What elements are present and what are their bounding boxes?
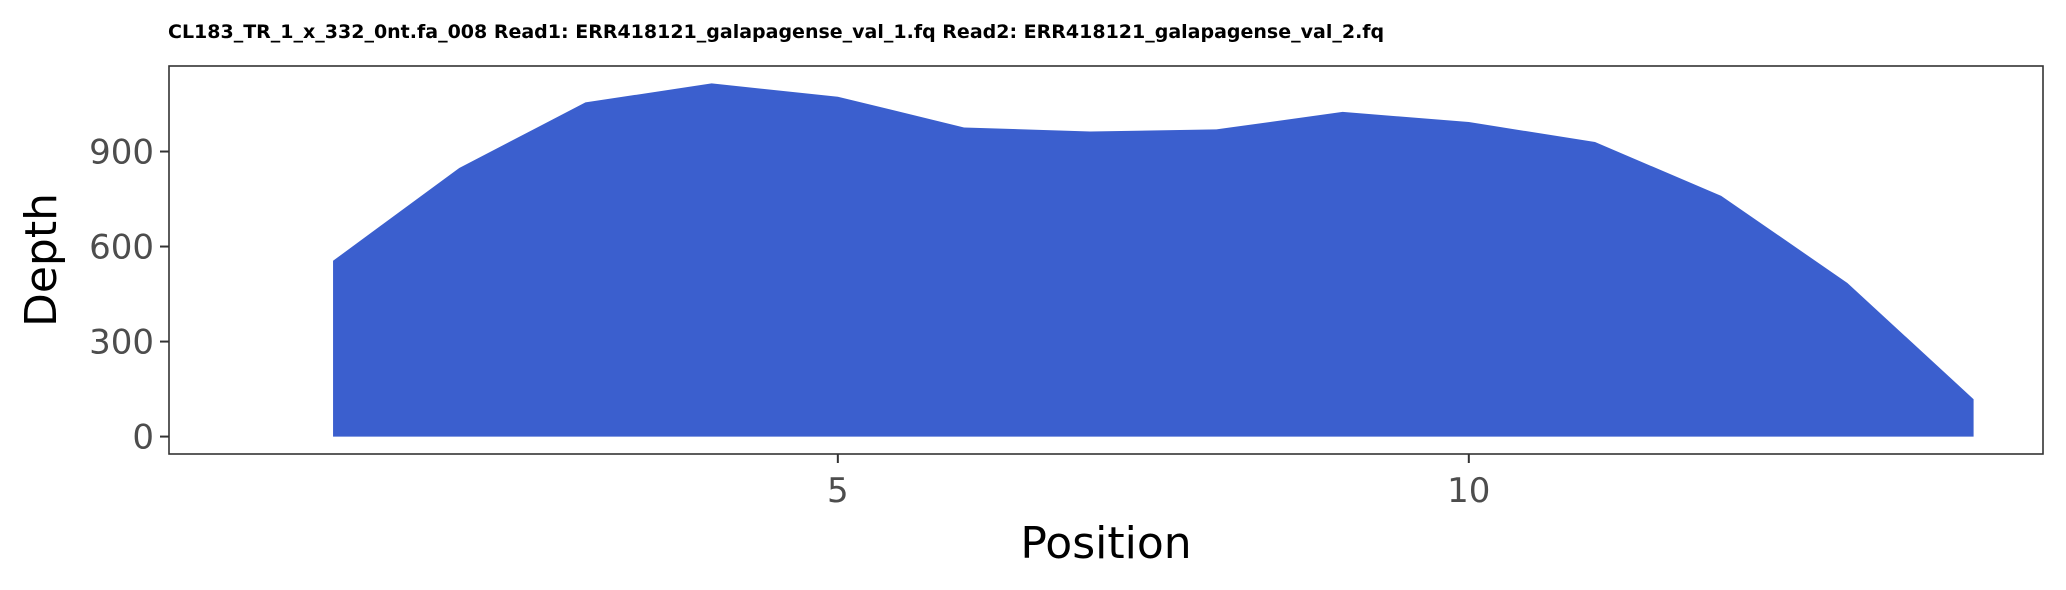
x-tick-label: 10 bbox=[1447, 471, 1490, 511]
y-tick-label: 300 bbox=[89, 323, 154, 363]
y-tick-label: 0 bbox=[132, 418, 154, 458]
x-axis-title: Position bbox=[1020, 518, 1191, 569]
chart-title: CL183_TR_1_x_332_0nt.fa_008 Read1: ERR41… bbox=[168, 21, 1384, 43]
x-tick-label: 5 bbox=[827, 471, 849, 511]
depth-area bbox=[333, 83, 1974, 437]
plot-panel-border bbox=[168, 65, 2044, 455]
y-axis-title: Depth bbox=[16, 193, 67, 327]
y-tick-label: 600 bbox=[89, 228, 154, 268]
y-tick-label: 900 bbox=[89, 133, 154, 173]
